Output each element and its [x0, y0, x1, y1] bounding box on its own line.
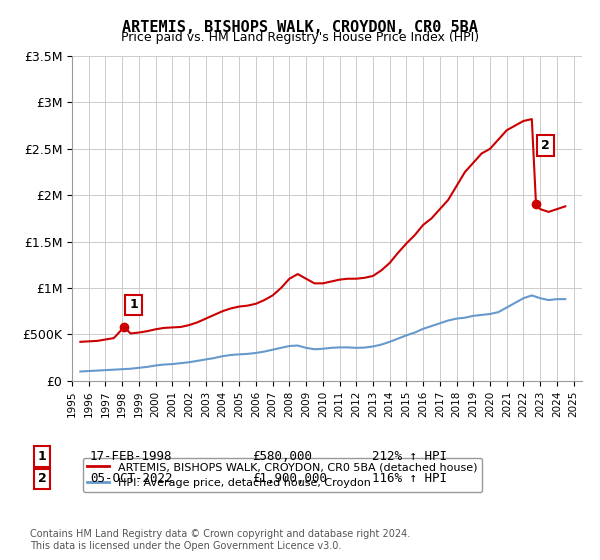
Text: £580,000: £580,000 [252, 450, 312, 463]
Text: 116% ↑ HPI: 116% ↑ HPI [372, 472, 447, 486]
Legend: ARTEMIS, BISHOPS WALK, CROYDON, CR0 5BA (detached house), HPI: Average price, de: ARTEMIS, BISHOPS WALK, CROYDON, CR0 5BA … [83, 458, 482, 492]
Text: ARTEMIS, BISHOPS WALK, CROYDON, CR0 5BA: ARTEMIS, BISHOPS WALK, CROYDON, CR0 5BA [122, 20, 478, 35]
Text: 17-FEB-1998: 17-FEB-1998 [90, 450, 173, 463]
Text: £1,900,000: £1,900,000 [252, 472, 327, 486]
Text: Contains HM Land Registry data © Crown copyright and database right 2024.
This d: Contains HM Land Registry data © Crown c… [30, 529, 410, 551]
Text: Price paid vs. HM Land Registry's House Price Index (HPI): Price paid vs. HM Land Registry's House … [121, 31, 479, 44]
Text: 05-OCT-2022: 05-OCT-2022 [90, 472, 173, 486]
Text: 1: 1 [38, 450, 46, 463]
Text: 2: 2 [541, 139, 550, 152]
Text: 1: 1 [129, 298, 138, 311]
Text: 2: 2 [38, 472, 46, 486]
Text: 212% ↑ HPI: 212% ↑ HPI [372, 450, 447, 463]
